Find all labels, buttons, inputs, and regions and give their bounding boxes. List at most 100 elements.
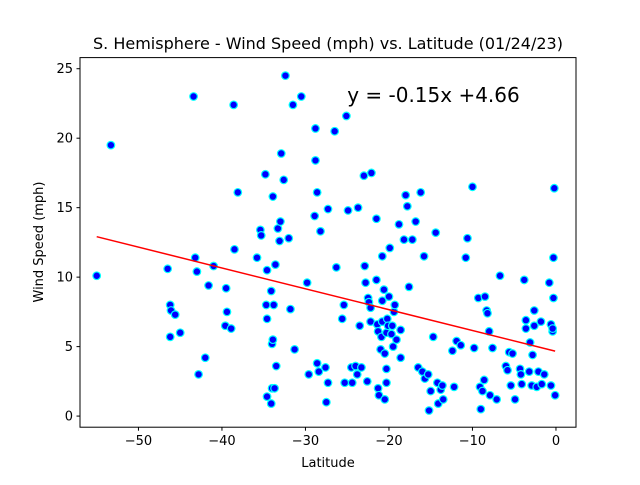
data-point-113: [392, 335, 401, 345]
data-point-136: [438, 381, 447, 390]
data-point-67: [339, 300, 349, 310]
data-point-143: [463, 233, 472, 243]
data-point-25: [260, 169, 270, 179]
data-point-19: [229, 100, 239, 110]
data-point-45: [281, 71, 290, 81]
data-point-62: [323, 378, 333, 388]
data-point-160: [503, 365, 512, 375]
x-axis-label: Latitude: [301, 456, 355, 471]
chart-title: S. Hemisphere - Wind Speed (mph) vs. Lat…: [93, 34, 563, 53]
regression-equation: y = -0.15x +4.66: [347, 83, 520, 107]
data-point-114: [394, 219, 404, 229]
data-point-47: [286, 304, 295, 314]
data-point-128: [423, 370, 433, 379]
regression-line: [96, 235, 556, 352]
data-point-29: [262, 392, 272, 402]
data-point-5: [165, 332, 175, 342]
data-point-15: [221, 283, 231, 293]
data-point-92: [374, 390, 384, 400]
data-point-174: [528, 350, 537, 360]
data-point-137: [438, 395, 448, 404]
data-point-42: [276, 217, 285, 226]
data-point-86: [367, 168, 376, 178]
data-point-118: [401, 190, 411, 200]
x-tick-label: −50: [125, 434, 152, 449]
data-point-168: [519, 275, 529, 285]
data-point-8: [189, 92, 198, 101]
data-point-1: [106, 140, 116, 150]
data-point-81: [362, 376, 372, 386]
data-point-144: [468, 182, 477, 192]
data-point-175: [529, 321, 539, 331]
data-point-186: [548, 324, 558, 333]
data-point-181: [539, 370, 549, 379]
data-point-138: [448, 346, 457, 356]
data-point-74: [352, 370, 362, 379]
y-axis-label: Wind Speed (mph): [32, 182, 47, 303]
data-point-63: [323, 204, 333, 214]
data-point-117: [399, 235, 409, 245]
data-point-164: [510, 395, 520, 404]
data-point-20: [230, 244, 239, 254]
data-point-54: [311, 156, 320, 165]
data-point-76: [355, 321, 365, 331]
data-point-155: [485, 390, 495, 400]
y-tick-label: 15: [56, 201, 73, 216]
data-point-157: [492, 395, 502, 404]
data-point-59: [316, 226, 325, 236]
data-point-75: [353, 203, 363, 213]
data-point-183: [546, 381, 556, 390]
data-point-60: [321, 363, 330, 372]
data-point-150: [479, 375, 489, 385]
data-point-187: [549, 253, 558, 263]
data-point-11: [194, 370, 203, 379]
data-point-149: [478, 386, 487, 396]
data-point-151: [480, 292, 490, 301]
data-point-79: [360, 261, 370, 271]
y-tick-label: 0: [65, 410, 73, 425]
data-point-107: [385, 243, 395, 253]
data-point-6: [170, 310, 180, 320]
data-point-64: [330, 126, 340, 136]
data-point-176: [529, 306, 539, 315]
data-point-57: [312, 358, 322, 368]
data-point-109: [387, 321, 397, 331]
data-point-61: [321, 397, 331, 407]
data-point-18: [226, 324, 236, 333]
data-point-53: [311, 124, 320, 133]
data-point-77: [357, 363, 366, 372]
data-point-35: [268, 192, 278, 201]
plot-frame: [79, 57, 577, 428]
data-point-163: [508, 349, 517, 358]
data-point-13: [204, 281, 213, 290]
data-point-116: [396, 353, 406, 363]
data-point-66: [337, 314, 347, 324]
y-tick-label: 10: [56, 271, 73, 286]
data-point-48: [288, 100, 298, 110]
data-point-24: [256, 231, 266, 240]
data-point-12: [200, 353, 210, 363]
data-point-87: [372, 214, 381, 224]
data-point-78: [359, 171, 369, 181]
data-point-132: [431, 228, 441, 238]
data-point-141: [456, 340, 466, 350]
data-point-72: [347, 378, 357, 388]
data-point-68: [340, 378, 350, 388]
data-point-36: [270, 383, 279, 393]
data-point-106: [384, 292, 394, 301]
data-point-46: [284, 233, 294, 243]
data-point-126: [419, 251, 429, 261]
data-point-121: [407, 235, 417, 245]
data-point-131: [428, 332, 438, 342]
data-point-31: [266, 286, 276, 296]
x-tick-label: −20: [375, 434, 402, 449]
data-point-166: [516, 370, 526, 379]
data-point-69: [341, 111, 351, 121]
data-point-97: [377, 251, 387, 261]
data-point-162: [506, 381, 516, 390]
data-point-96: [377, 296, 387, 306]
data-point-55: [310, 211, 320, 221]
data-point-22: [252, 253, 262, 263]
data-point-49: [290, 344, 300, 354]
